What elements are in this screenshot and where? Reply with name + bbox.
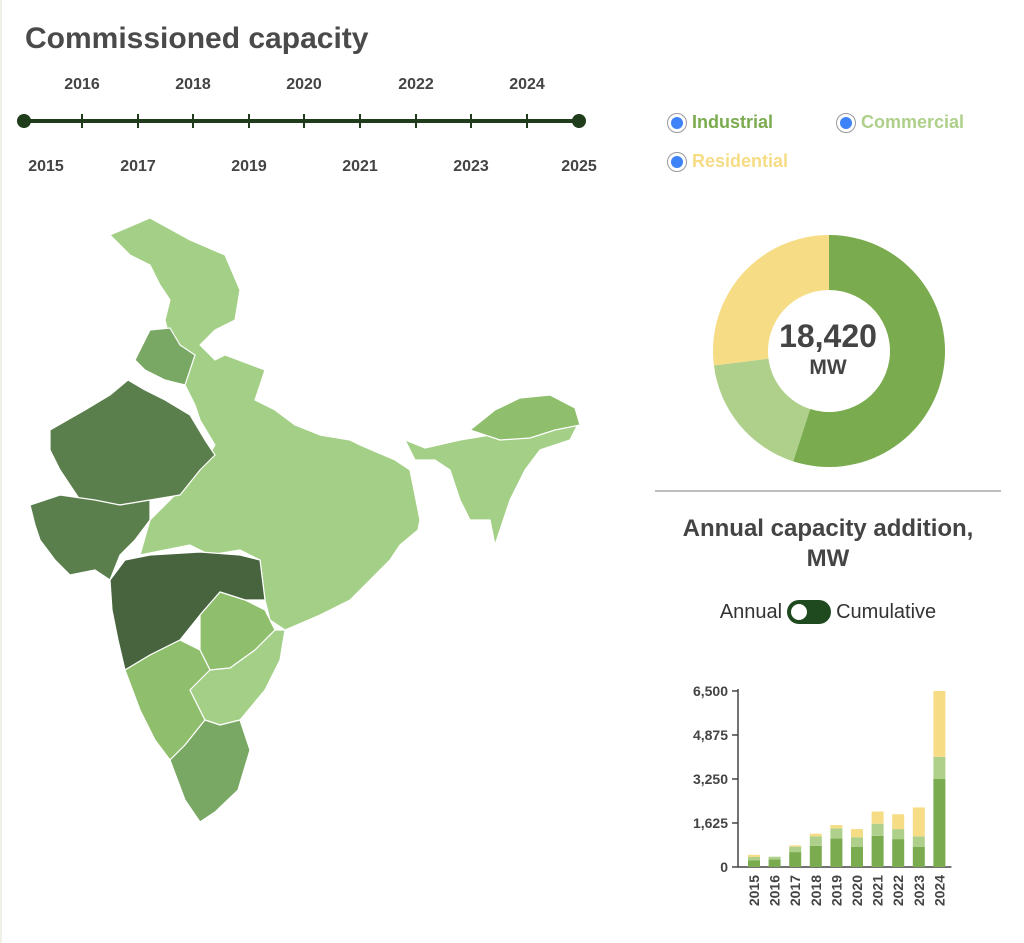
timeline-label-2020: 2020 bbox=[286, 76, 322, 93]
bar-industrial-2021[interactable] bbox=[871, 835, 884, 867]
donut-total-unit: MW bbox=[809, 356, 847, 379]
bar-commercial-2023[interactable] bbox=[912, 836, 925, 847]
bar-residential-2023[interactable] bbox=[912, 807, 925, 837]
y-tick-label: 0 bbox=[720, 859, 728, 875]
map-region-gujarat[interactable] bbox=[29, 494, 151, 581]
x-tick-label: 2020 bbox=[849, 875, 865, 906]
x-tick-label: 2022 bbox=[890, 875, 906, 906]
map-region-tamil-nadu[interactable] bbox=[169, 719, 251, 823]
bar-commercial-2018[interactable] bbox=[809, 836, 822, 846]
bar-commercial-2017[interactable] bbox=[789, 846, 802, 853]
page-title: Commissioned capacity bbox=[25, 22, 369, 55]
radio-icon[interactable] bbox=[836, 112, 856, 133]
bar-industrial-2016[interactable] bbox=[768, 859, 781, 867]
y-tick-label: 3,250 bbox=[693, 771, 728, 787]
bar-residential-2019[interactable] bbox=[830, 825, 843, 829]
bar-commercial-2020[interactable] bbox=[851, 837, 863, 847]
bar-industrial-2023[interactable] bbox=[912, 846, 925, 867]
left-border bbox=[0, 0, 2, 943]
donut-slice-residential[interactable] bbox=[712, 234, 829, 366]
y-tick-label: 1,625 bbox=[693, 815, 728, 831]
timeline-label-2025: 2025 bbox=[561, 158, 597, 175]
x-tick-label: 2024 bbox=[931, 875, 947, 906]
bar-commercial-2016[interactable] bbox=[768, 856, 781, 860]
toggle-label-annual[interactable]: Annual bbox=[719, 600, 783, 623]
bar-commercial-2024[interactable] bbox=[933, 756, 946, 779]
panel-divider bbox=[655, 490, 1001, 492]
x-tick-label: 2019 bbox=[828, 875, 844, 906]
map-region-arunachal[interactable] bbox=[469, 394, 581, 441]
legend-commercial[interactable]: Commercial bbox=[836, 112, 964, 133]
timeline-label-2018: 2018 bbox=[175, 76, 211, 93]
bar-industrial-2015[interactable] bbox=[748, 860, 760, 867]
donut-slice-industrial[interactable] bbox=[793, 235, 946, 467]
toggle-label-cumulative[interactable]: Cumulative bbox=[836, 600, 937, 623]
x-tick-label: 2015 bbox=[746, 875, 762, 906]
capacity-donut-chart bbox=[712, 234, 946, 467]
toggle-knob bbox=[790, 603, 809, 621]
radio-icon[interactable] bbox=[667, 151, 687, 172]
map-region-punjab[interactable] bbox=[134, 327, 196, 386]
timeline-label-2016: 2016 bbox=[64, 76, 100, 93]
legend-residential[interactable]: Residential bbox=[667, 151, 788, 172]
timeline-label-2021: 2021 bbox=[342, 158, 378, 175]
x-tick-label: 2016 bbox=[767, 875, 783, 906]
x-tick-label: 2021 bbox=[870, 875, 886, 906]
annual-cumulative-toggle[interactable] bbox=[787, 600, 832, 624]
bar-residential-2021[interactable] bbox=[871, 811, 884, 824]
timeline-start-handle[interactable] bbox=[17, 114, 31, 128]
timeline-label-2022: 2022 bbox=[398, 76, 434, 93]
x-tick-label: 2018 bbox=[808, 875, 824, 906]
legend-commercial-label: Commercial bbox=[861, 112, 965, 132]
timeline-label-2015: 2015 bbox=[28, 158, 64, 175]
timeline-label-2019: 2019 bbox=[231, 158, 267, 175]
bar-commercial-2022[interactable] bbox=[892, 829, 905, 840]
bar-chart-title: Annual capacity addition, MW bbox=[682, 515, 974, 572]
radio-icon[interactable] bbox=[667, 112, 687, 133]
radio-selected-dot bbox=[840, 116, 852, 129]
timeline-end-handle[interactable] bbox=[572, 114, 586, 128]
india-choropleth-map bbox=[29, 217, 581, 823]
map-region-rajasthan[interactable] bbox=[49, 379, 216, 506]
bar-industrial-2019[interactable] bbox=[830, 838, 843, 867]
bar-industrial-2020[interactable] bbox=[851, 846, 863, 867]
timeline-label-2024: 2024 bbox=[509, 76, 545, 93]
donut-total-value: 18,420 bbox=[779, 318, 877, 354]
legend-industrial[interactable]: Industrial bbox=[667, 112, 773, 133]
radio-selected-dot bbox=[671, 155, 683, 168]
bar-residential-2018[interactable] bbox=[809, 833, 822, 837]
bar-commercial-2019[interactable] bbox=[830, 828, 843, 839]
donut-slice-commercial[interactable] bbox=[713, 358, 811, 462]
bar-residential-2024[interactable] bbox=[933, 691, 946, 757]
x-tick-label: 2023 bbox=[911, 875, 927, 906]
bar-commercial-2021[interactable] bbox=[871, 823, 884, 836]
bar-industrial-2024[interactable] bbox=[933, 779, 946, 867]
timeline-label-2017: 2017 bbox=[120, 158, 156, 175]
y-tick-label: 4,875 bbox=[693, 727, 728, 743]
bar-residential-2022[interactable] bbox=[892, 814, 905, 830]
timeline-track-svg bbox=[17, 114, 586, 128]
annual-cumulative-toggle-row: Annual Cumulative bbox=[660, 600, 996, 624]
bar-commercial-2015[interactable] bbox=[748, 856, 760, 861]
bar-residential-2015[interactable] bbox=[748, 854, 760, 857]
timeline-label-2023: 2023 bbox=[453, 158, 489, 175]
x-tick-label: 2017 bbox=[787, 875, 803, 906]
year-timeline-slider[interactable]: 2016 2018 2020 2022 2024 2015 2017 2019 … bbox=[0, 0, 620, 190]
bar-residential-2020[interactable] bbox=[851, 829, 863, 838]
bar-industrial-2017[interactable] bbox=[789, 852, 802, 867]
bar-residential-2017[interactable] bbox=[789, 845, 802, 847]
y-tick-label: 6,500 bbox=[693, 683, 728, 699]
bar-industrial-2018[interactable] bbox=[809, 845, 822, 867]
radio-selected-dot bbox=[671, 116, 683, 129]
legend-residential-label: Residential bbox=[692, 151, 789, 171]
legend-industrial-label: Industrial bbox=[692, 112, 774, 132]
map-region-north[interactable] bbox=[109, 217, 421, 631]
bar-industrial-2022[interactable] bbox=[892, 839, 905, 867]
